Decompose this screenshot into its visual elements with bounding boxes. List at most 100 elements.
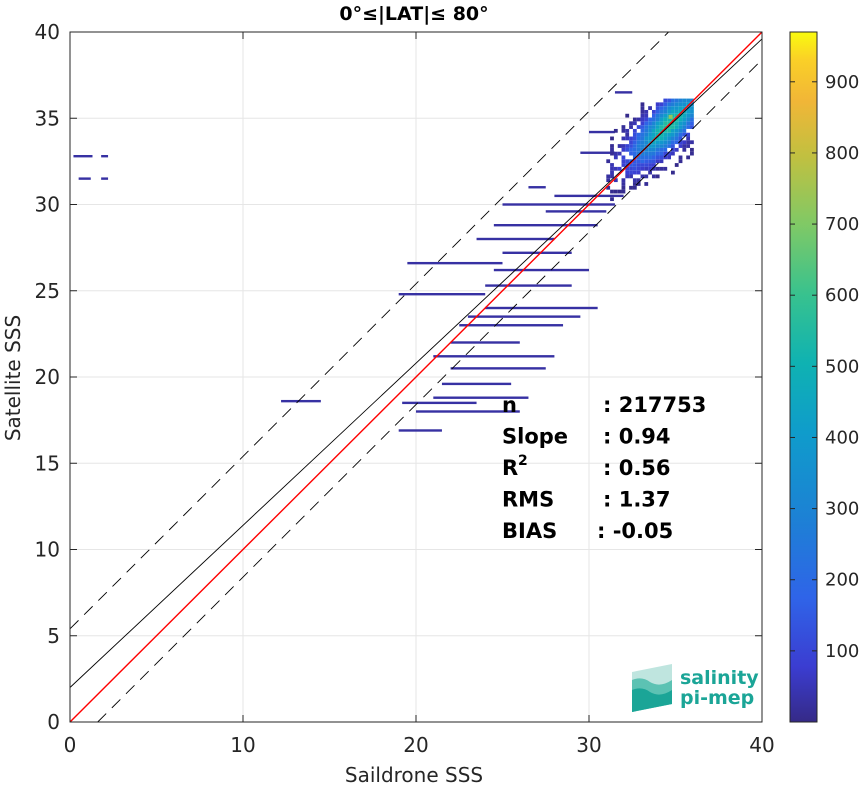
heatmap-cell [659, 121, 664, 126]
heatmap-cell [655, 155, 660, 160]
heatmap-cell [632, 140, 637, 145]
heatmap-cell [640, 155, 645, 160]
heatmap-cell [636, 170, 641, 175]
stat-label-superscript: 2 [518, 453, 528, 469]
heatmap-cell [686, 144, 691, 148]
heatmap-cell [621, 182, 626, 186]
heatmap-cell [636, 132, 641, 137]
heatmap-cell [682, 125, 687, 129]
heatmap-cell [636, 178, 641, 183]
heatmap-cell [644, 174, 649, 179]
heatmap-cell [632, 128, 637, 133]
heatmap-cell [678, 159, 683, 164]
heatmap-cell [629, 163, 633, 167]
colorbar-tick-label: 400 [825, 427, 859, 448]
heatmap-cell [640, 125, 645, 129]
heatmap-cell [617, 151, 622, 156]
heatmap-cell [690, 113, 694, 118]
heatmap-cell [644, 117, 649, 122]
heatmap-cell [402, 401, 477, 405]
heatmap-cell [682, 113, 687, 118]
heatmap-cell [636, 140, 641, 145]
heatmap-cell [686, 132, 691, 137]
heatmap-cell [625, 174, 630, 179]
x-tick-label: 40 [749, 733, 774, 757]
x-tick-label: 0 [64, 733, 77, 757]
colorbar: 100 200 300 400 500 600 700 800 900 [789, 31, 859, 723]
heatmap-cell [678, 132, 683, 137]
heatmap-cell [678, 109, 683, 114]
colorbar-tick-label: 200 [825, 570, 859, 591]
heatmap-cell [651, 151, 656, 156]
heatmap-cell [610, 163, 614, 167]
heatmap-cell [659, 155, 664, 160]
colorbar-tick-labels: 100 200 300 400 500 600 700 800 900 [790, 72, 859, 662]
heatmap-cell [644, 159, 649, 164]
heatmap-cell [663, 136, 668, 141]
heatmap-cell [678, 125, 683, 129]
heatmap-cell [636, 166, 641, 171]
heatmap-cell-peak [668, 114, 673, 119]
heatmap-cell [678, 128, 683, 133]
heatmap-cell [629, 147, 633, 152]
heatmap-cell [651, 113, 656, 118]
heatmap-cell [674, 109, 679, 114]
heatmap-cell [682, 106, 687, 110]
heatmap-cell [648, 140, 652, 145]
heatmap-cell [690, 125, 694, 129]
heatmap-cell [621, 144, 626, 148]
salinity-pi-mep-logo: salinity pi-mep [632, 664, 759, 712]
heatmap-cell [629, 185, 633, 190]
logo-text-line2: pi-mep [680, 687, 754, 709]
heatmap-cell [678, 144, 683, 148]
heatmap-cell [674, 121, 679, 126]
heatmap-cell [640, 144, 645, 148]
heatmap-cell [493, 224, 598, 227]
heatmap-cell [621, 136, 626, 141]
heatmap-cell [629, 170, 633, 175]
heatmap-cell [655, 166, 660, 171]
heatmap-cell [686, 121, 691, 126]
y-tick-label: 15 [35, 451, 60, 475]
line-upper-bound [69, 31, 669, 630]
heatmap-cell [629, 136, 633, 141]
heatmap-cell [682, 147, 687, 152]
heatmap-cell [640, 132, 645, 137]
heatmap-cell [671, 117, 675, 122]
heatmap-cell [636, 117, 641, 122]
heatmap-cell [651, 136, 656, 141]
heatmap-cell [659, 151, 664, 156]
y-tick-label: 35 [35, 106, 60, 130]
heatmap-cell [644, 144, 649, 148]
heatmap-cell [655, 117, 660, 122]
heatmap-cell [659, 128, 664, 133]
heatmap-cell [648, 166, 652, 171]
heatmap-cell [648, 106, 652, 110]
heatmap-cell [625, 147, 630, 152]
heatmap-cell [667, 125, 672, 129]
chart-title: 0°≤|LAT|≤ 80° [339, 3, 488, 25]
heatmap-cell [632, 185, 637, 190]
heatmap-cell [671, 109, 675, 114]
heatmap-cell [648, 163, 652, 167]
heatmap-cell [625, 128, 630, 133]
heatmap-cell [644, 109, 649, 114]
stat-value: : 0.56 [603, 456, 671, 480]
y-tick-label: 20 [35, 365, 60, 389]
heatmap-cell [621, 178, 626, 183]
heatmap-cell [690, 106, 694, 110]
heatmap-cell [674, 132, 679, 137]
heatmap-cell [640, 163, 645, 167]
heatmap-cell [659, 125, 664, 129]
heatmap-cell [674, 125, 679, 129]
heatmap-cell [580, 151, 615, 154]
heatmap-cell [606, 185, 611, 190]
heatmap-cell [663, 166, 668, 171]
heatmap-cell [502, 251, 572, 254]
heatmap-cell [686, 117, 691, 122]
heatmap-cell [640, 166, 645, 171]
stat-value: : 0.94 [603, 425, 671, 449]
heatmap-cell [682, 144, 687, 148]
heatmap-cell [636, 163, 641, 167]
heatmap-cell [659, 109, 664, 114]
